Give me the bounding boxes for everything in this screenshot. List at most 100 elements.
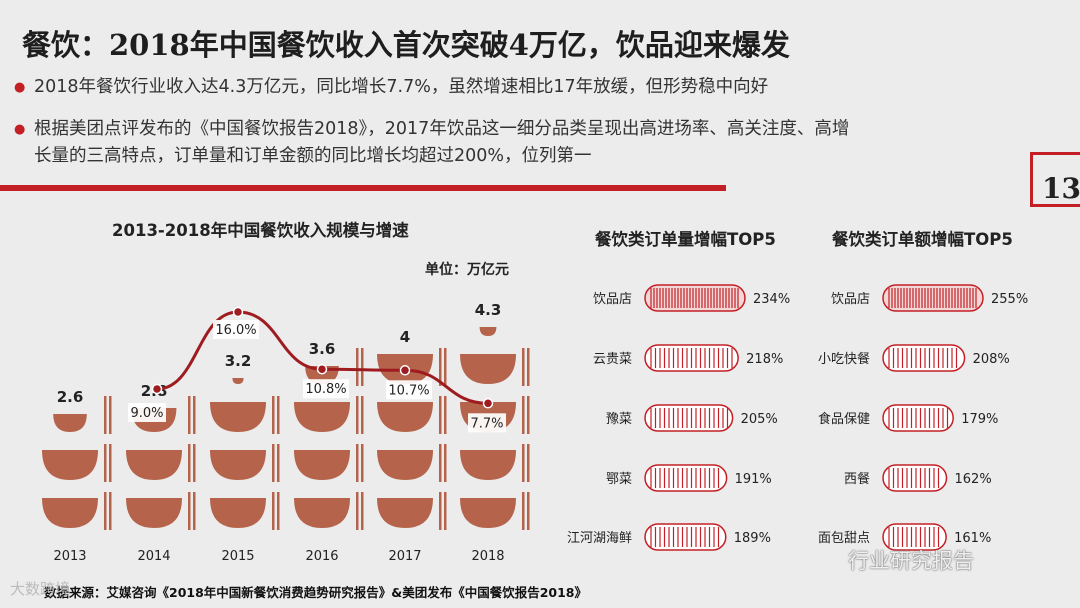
amount-bar-stripes xyxy=(888,527,940,547)
chopstick-icon xyxy=(356,492,359,530)
watermark-left: 大数跨境 xyxy=(10,580,71,598)
bowl-shape xyxy=(210,402,266,432)
bowl-icon xyxy=(126,444,196,482)
bullet-2: 根据美团点评发布的《中国餐饮报告2018》，2017年饮品这一细分品类呈现出高进… xyxy=(14,116,1034,143)
bowl-icon xyxy=(53,396,112,434)
chart-title-amount: 餐饮类订单额增幅TOP5 xyxy=(832,230,1013,249)
unit-label: 单位：万亿元 xyxy=(425,262,509,278)
orders-bar-stripes xyxy=(650,348,733,368)
chopstick-icon xyxy=(522,396,525,434)
chopstick-icon xyxy=(522,348,525,386)
bowl-icon xyxy=(232,378,244,384)
orders-bar-stripes xyxy=(650,408,729,428)
bowl-icon xyxy=(377,444,447,482)
bar-value-label: 2.6 xyxy=(57,388,84,406)
x-tick-label: 2017 xyxy=(388,549,421,564)
growth-rate-label: 9.0% xyxy=(130,406,163,421)
chopstick-icon xyxy=(522,492,525,530)
amount-category-label: 西餐 xyxy=(844,471,870,487)
chopstick-icon xyxy=(439,348,442,386)
chopstick-icon xyxy=(361,444,364,482)
slide-title: 餐饮：2018年中国餐饮收入首次突破4万亿，饮品迎来爆发 xyxy=(22,28,790,62)
chopstick-icon xyxy=(356,396,359,434)
chart-title-orders: 餐饮类订单量增幅TOP5 xyxy=(595,230,776,249)
chopstick-icon xyxy=(272,492,275,530)
chart-title-revenue: 2013-2018年中国餐饮收入规模与增速 xyxy=(112,221,409,240)
amount-bar xyxy=(882,404,954,432)
growth-rate-label: 16.0% xyxy=(215,323,256,338)
bowl-shape xyxy=(460,354,516,384)
red-divider xyxy=(0,185,726,191)
orders-value-label: 234% xyxy=(753,292,790,307)
bowl-shape xyxy=(377,498,433,528)
bowl-shape xyxy=(210,498,266,528)
amount-bar xyxy=(882,464,948,492)
orders-bar-stripes xyxy=(650,288,739,308)
chopstick-icon xyxy=(193,444,196,482)
chopstick-icon xyxy=(104,492,107,530)
orders-bar xyxy=(644,464,728,492)
growth-rate-line xyxy=(156,310,489,405)
bowl-shape xyxy=(232,378,244,384)
orders-category-label: 江河湖海鲜 xyxy=(567,531,632,546)
bowl-icon xyxy=(294,492,364,530)
growth-label-bg xyxy=(213,320,259,339)
growth-label-bg xyxy=(303,379,349,399)
bowl-icon xyxy=(210,444,280,482)
orders-value-label: 189% xyxy=(734,531,771,546)
growth-label-bg xyxy=(386,380,432,400)
chopstick-icon xyxy=(193,492,196,530)
bowl-icon xyxy=(460,444,530,482)
orders-bar xyxy=(644,404,734,432)
bowl-shape xyxy=(377,450,433,480)
growth-point xyxy=(399,365,411,376)
amount-category-label: 饮品店 xyxy=(831,292,870,307)
chopstick-icon xyxy=(109,444,112,482)
page-number: 13 xyxy=(1042,172,1080,205)
chopstick-icon xyxy=(188,396,191,434)
bowl-shape xyxy=(126,450,182,480)
bowl-shape xyxy=(42,450,98,480)
x-tick-label: 2014 xyxy=(137,549,170,564)
orders-category-label: 饮品店 xyxy=(593,292,632,307)
chopstick-icon xyxy=(527,492,530,530)
orders-bar-stripes xyxy=(650,468,720,488)
amount-bar-stripes xyxy=(888,348,958,368)
growth-label-bg xyxy=(468,413,506,433)
bowl-shape xyxy=(479,327,497,336)
bar-value-label: 3.2 xyxy=(225,352,252,370)
orders-category-label: 豫菜 xyxy=(606,412,632,427)
growth-point xyxy=(482,398,494,409)
amount-category-label: 小吃快餐 xyxy=(818,351,870,367)
chopstick-icon xyxy=(527,348,530,386)
bowl-shape xyxy=(377,402,433,432)
chopstick-icon xyxy=(188,492,191,530)
chopstick-icon xyxy=(104,396,107,434)
chopstick-icon xyxy=(522,444,525,482)
bowl-icon xyxy=(294,396,364,434)
bar-value-label: 3.6 xyxy=(309,340,336,358)
watermark-right: 行业研究报告 xyxy=(848,549,974,573)
bowl-icon xyxy=(377,396,447,434)
amount-value-label: 161% xyxy=(954,531,991,546)
chopstick-icon xyxy=(193,396,196,434)
amount-value-label: 255% xyxy=(991,292,1028,307)
corner-deco-side xyxy=(1030,152,1033,207)
bowl-shape xyxy=(294,402,350,432)
bowl-shape xyxy=(460,450,516,480)
bowl-icon xyxy=(42,492,112,530)
bowl-shape xyxy=(210,450,266,480)
chopstick-icon xyxy=(188,444,191,482)
amount-bar-stripes xyxy=(888,408,949,428)
growth-point xyxy=(151,383,163,395)
orders-value-label: 205% xyxy=(741,412,778,427)
corner-deco-top xyxy=(1030,152,1080,155)
amount-bar-stripes xyxy=(888,288,977,308)
x-tick-label: 2018 xyxy=(471,549,504,564)
chopstick-icon xyxy=(361,492,364,530)
orders-value-label: 218% xyxy=(746,352,783,367)
growth-point xyxy=(316,363,328,375)
bullet-2-continued: 长量的三高特点，订单量和订单金额的同比增长均超过200%，位列第一 xyxy=(34,146,592,166)
amount-bar xyxy=(882,344,966,372)
